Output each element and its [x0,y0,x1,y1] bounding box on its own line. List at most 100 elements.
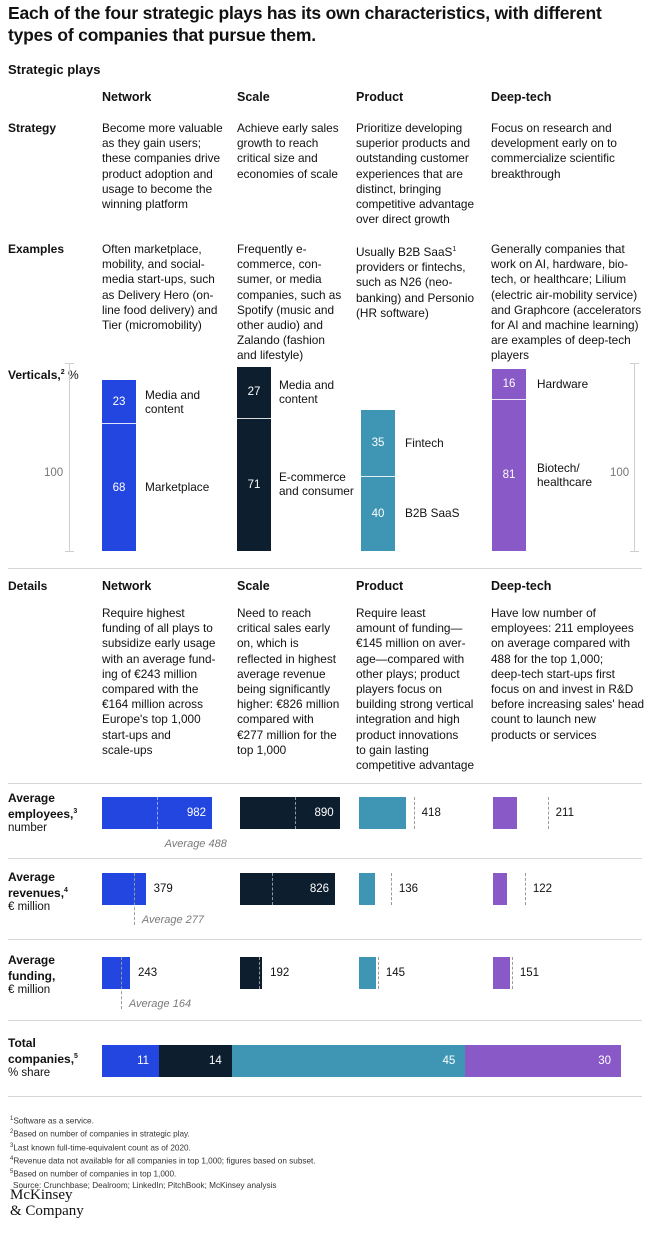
details-product-line: €145 million on aver- [356,636,466,651]
total-segment-network: 11 [102,1045,160,1077]
strategy-network-line: winning platform [102,197,188,212]
strategy-deeptech-line: development early on to [491,136,617,151]
verticals-label: Verticals,2 % [8,368,79,382]
examples-deeptech-line: work on AI, hardware, bio- [491,257,629,272]
details-deeptech-line: employees: 211 employees [491,621,634,636]
avg-bar-3-deeptech [493,957,511,989]
details-deeptech-line: products or services [491,727,597,742]
vertical-label-deeptech-0: Hardware [537,376,589,391]
vertical-label-scale-1: E-commerce and consumer [279,470,354,499]
avg-bar-1-scale [240,797,340,829]
examples-product-line: banking) and Personio [356,290,475,305]
col-head-network: Network [102,90,152,104]
details-product-line: other plays; product [356,666,460,681]
avg-bar-2-network [102,873,146,905]
total-label: Total companies,5 % share [8,1036,78,1079]
strategy-deeptech-line: Focus on research and [491,121,612,135]
details-network-line: subsidize early usage [102,636,216,651]
examples-scale-line: commerce, con- [237,257,322,272]
details-product-line: Require least [356,606,426,620]
avg-bar-3-scale [240,957,263,989]
average-label-1: Average 488 [164,838,227,850]
examples-deeptech-line: are examples of deep-tech [491,333,631,348]
col-head-deeptech: Deep-tech [491,90,552,104]
scale-tick-left-bottom [65,551,74,552]
avg-value-2-scale: 826 [309,883,329,895]
vertical-label-product-0: Fintech [405,435,444,450]
footnote-sup: 5 [10,1169,14,1176]
strategy-network: Become more valuable as they gain users; t… [102,121,223,212]
details-network-line: Require highest [102,606,185,620]
vertical-bar-network-0: 23 [102,379,136,424]
strategy-deeptech-line: commercialize scientific [491,151,615,166]
details-product: Require least amount of funding— €145 mill… [356,606,474,773]
avg-bar-1-product [359,797,406,829]
examples-deeptech-line: Generally companies that [491,242,625,256]
avg-line-2-product [390,873,392,905]
strategy-deeptech-line: breakthrough [491,166,561,181]
details-product-line: competitive advantage [356,758,475,773]
scale-label-left: 100 [44,467,64,479]
avg-value-2-network: 379 [153,883,173,895]
details-head-network: Network [102,579,152,593]
details-scale-line: being significantly [237,682,331,697]
total-segment-scale: 14 [159,1045,232,1077]
details-network-line: ing of €243 million [102,666,198,681]
details-deeptech-line: before increasing sales' head [491,697,645,712]
avg-line-1-scale [294,797,296,829]
examples-network-line: Often marketplace, [102,242,202,256]
details-scale-line: compared with [237,712,314,727]
scale-axis-left [69,363,70,551]
vertical-label-product-1: B2B SaaS [405,506,460,521]
avg-value-3-network: 243 [138,967,158,979]
scale-label-right: 100 [610,467,630,479]
strategy-product-line: over direct growth [356,212,450,227]
chart-title: Each of the four strategic plays has its… [8,3,602,45]
avg-value-1-deeptech: 211 [555,807,574,819]
average-label-2: Average 277 [141,914,205,926]
details-deeptech-line: Have low number of [491,606,596,620]
details-product-line: building strong vertical [356,697,474,712]
vertical-bar-product-1: 40 [361,475,395,551]
average-label-3: Average 164 [128,998,192,1010]
avg-value-2-deeptech: 122 [532,883,553,895]
details-network-line: €164 million across [102,697,203,712]
details-network-line: compared with the [102,682,199,697]
examples-deeptech: Generally companies that work on AI, hard… [491,242,641,364]
col-head-product: Product [356,90,404,104]
details-scale-line: critical sales early [237,621,331,636]
examples-deeptech-line: tech, or healthcare; Lilium [491,272,627,287]
strategy-network-line: Become more valuable [102,121,223,135]
avg-line-2-scale [271,873,273,905]
avg-value-3-scale: 192 [270,967,290,979]
details-scale-line: reflected in highest [237,651,337,666]
avg-bar-2-deeptech [493,873,508,905]
strategy-product-line: competitive advantage [356,197,475,212]
avg-value-1-product: 418 [421,807,441,819]
total-segment-product: 45 [231,1045,466,1077]
examples-product: Usually B2B SaaS1 providers or fintechs, s… [356,242,474,321]
strategy-product-line: superior products and [356,136,471,151]
details-product-line: integration and high [356,712,460,727]
examples-network: Often marketplace, mobility, and social-m… [102,242,217,333]
details-network-line: Europe's top 1,000 [102,712,201,727]
details-scale: Need to reach critical sales early on, whi… [237,606,339,758]
footnote-text: Based on number of companies in top 1,00… [13,1170,177,1180]
details-deeptech-line: 488 for the top 1,000; [491,651,604,666]
strategy-product-line: outstanding customer [356,151,469,166]
footnote: 4Revenue data not available for all comp… [10,1154,316,1167]
avg-bar-3-product [359,957,376,989]
row-head-examples: Examples [8,242,65,256]
vertical-label-deeptech-1: Biotech/ healthcare [537,460,593,489]
vertical-label-scale-0: Media and content [279,378,335,407]
strategy-product: Prioritize developing superior products a… [356,121,474,227]
details-deeptech: Have low number of employees: 211 employe… [491,606,644,743]
examples-scale-line: other audio) and [237,318,323,333]
examples-scale: Frequently e-commerce, con-sumer, or med… [237,242,341,364]
scale-tick-right-bottom [630,551,639,552]
vertical-label-network-1: Marketplace [145,480,210,495]
divider-footer [8,1096,642,1097]
examples-scale-line: sumer, or media [237,272,322,287]
footnote-text: Source: Crunchbase; Dealroom; LinkedIn; … [13,1180,277,1190]
vertical-label-network-0: Media and content [145,387,201,416]
